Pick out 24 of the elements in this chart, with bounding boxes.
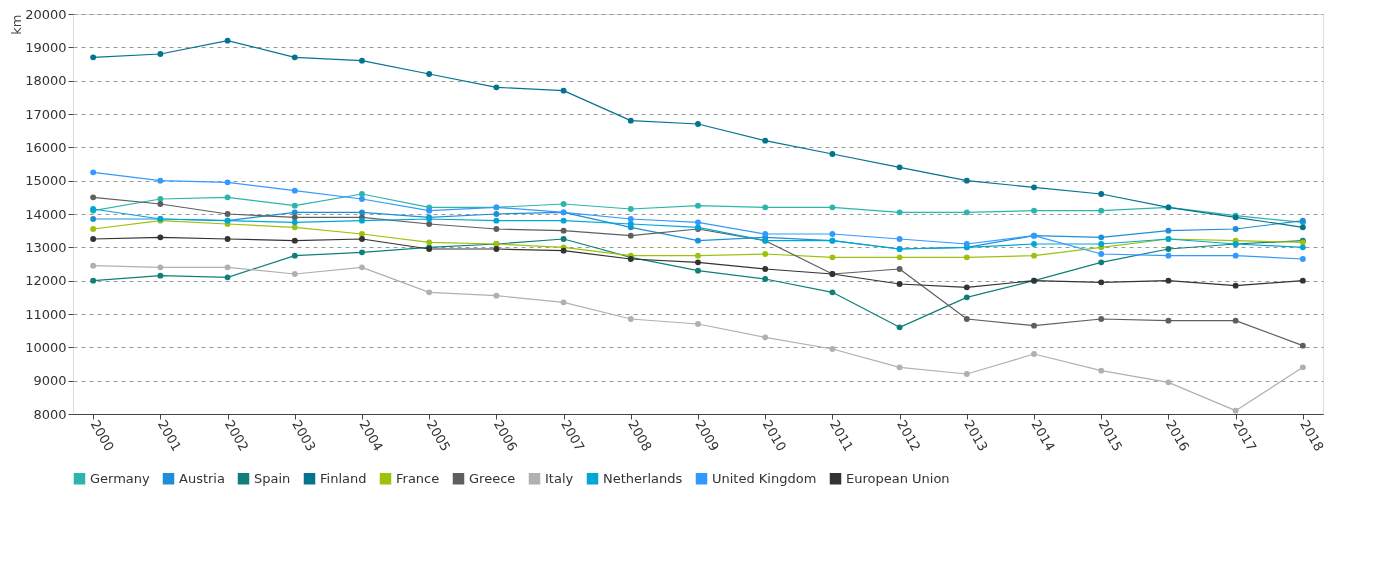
y-tick-label: 16000 [25, 139, 67, 155]
y-tick-label: 8000 [33, 406, 67, 422]
y-tick-label: 19000 [25, 39, 67, 55]
legend-label: Greece [469, 470, 516, 486]
legend-label: Netherlands [603, 470, 683, 486]
y-axis-title: km [8, 14, 24, 35]
legend-label: European Union [846, 470, 950, 486]
y-tick-label: 18000 [25, 73, 67, 89]
y-tick-label: 9000 [33, 373, 67, 389]
y-tick-label: 10000 [25, 339, 67, 355]
legend-label: Finland [320, 470, 367, 486]
y-tick-label: 12000 [25, 273, 67, 289]
legend-label: United Kingdom [712, 470, 817, 486]
y-tick-label: 14000 [25, 206, 67, 222]
legend-label: Austria [179, 470, 225, 486]
y-tick-label: 11000 [25, 306, 67, 322]
legend-label: Germany [90, 470, 151, 486]
y-tick-label: 13000 [25, 239, 67, 255]
y-tick-label: 15000 [25, 173, 67, 189]
legend-label: France [396, 470, 440, 486]
legend-label: Italy [545, 470, 574, 486]
legend-label: Spain [254, 470, 291, 486]
y-tick-label: 17000 [25, 106, 67, 122]
y-tick-label: 20000 [25, 6, 67, 22]
